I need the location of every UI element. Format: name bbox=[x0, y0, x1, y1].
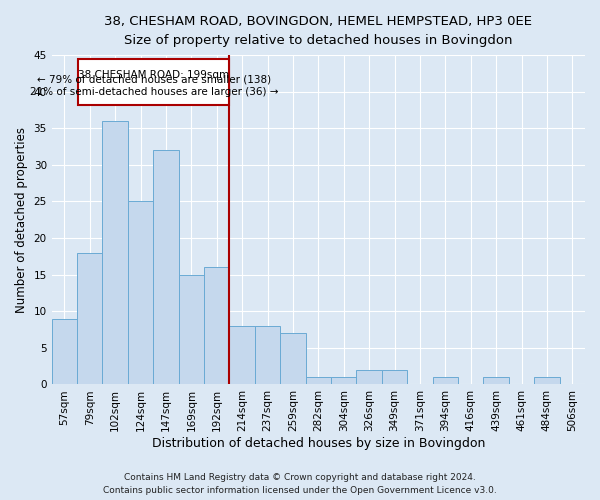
Bar bbox=[484, 377, 509, 384]
Bar bbox=[255, 326, 280, 384]
X-axis label: Distribution of detached houses by size in Bovingdon: Distribution of detached houses by size … bbox=[152, 437, 485, 450]
Bar bbox=[305, 377, 331, 384]
Bar bbox=[433, 377, 458, 384]
Bar bbox=[103, 121, 128, 384]
Bar bbox=[534, 377, 560, 384]
Bar bbox=[128, 202, 153, 384]
Bar bbox=[52, 318, 77, 384]
Text: 21% of semi-detached houses are larger (36) →: 21% of semi-detached houses are larger (… bbox=[29, 87, 278, 97]
Text: Contains HM Land Registry data © Crown copyright and database right 2024.
Contai: Contains HM Land Registry data © Crown c… bbox=[103, 474, 497, 495]
Text: ← 79% of detached houses are smaller (138): ← 79% of detached houses are smaller (13… bbox=[37, 74, 271, 85]
Bar bbox=[331, 377, 356, 384]
Bar bbox=[356, 370, 382, 384]
Bar bbox=[77, 252, 103, 384]
Bar bbox=[79, 59, 229, 105]
Title: 38, CHESHAM ROAD, BOVINGDON, HEMEL HEMPSTEAD, HP3 0EE
Size of property relative : 38, CHESHAM ROAD, BOVINGDON, HEMEL HEMPS… bbox=[104, 15, 532, 47]
Bar bbox=[153, 150, 179, 384]
Bar bbox=[382, 370, 407, 384]
Bar bbox=[229, 326, 255, 384]
Bar bbox=[204, 268, 229, 384]
Y-axis label: Number of detached properties: Number of detached properties bbox=[15, 127, 28, 313]
Text: 38 CHESHAM ROAD: 199sqm: 38 CHESHAM ROAD: 199sqm bbox=[79, 70, 229, 80]
Bar bbox=[280, 333, 305, 384]
Bar bbox=[179, 274, 204, 384]
